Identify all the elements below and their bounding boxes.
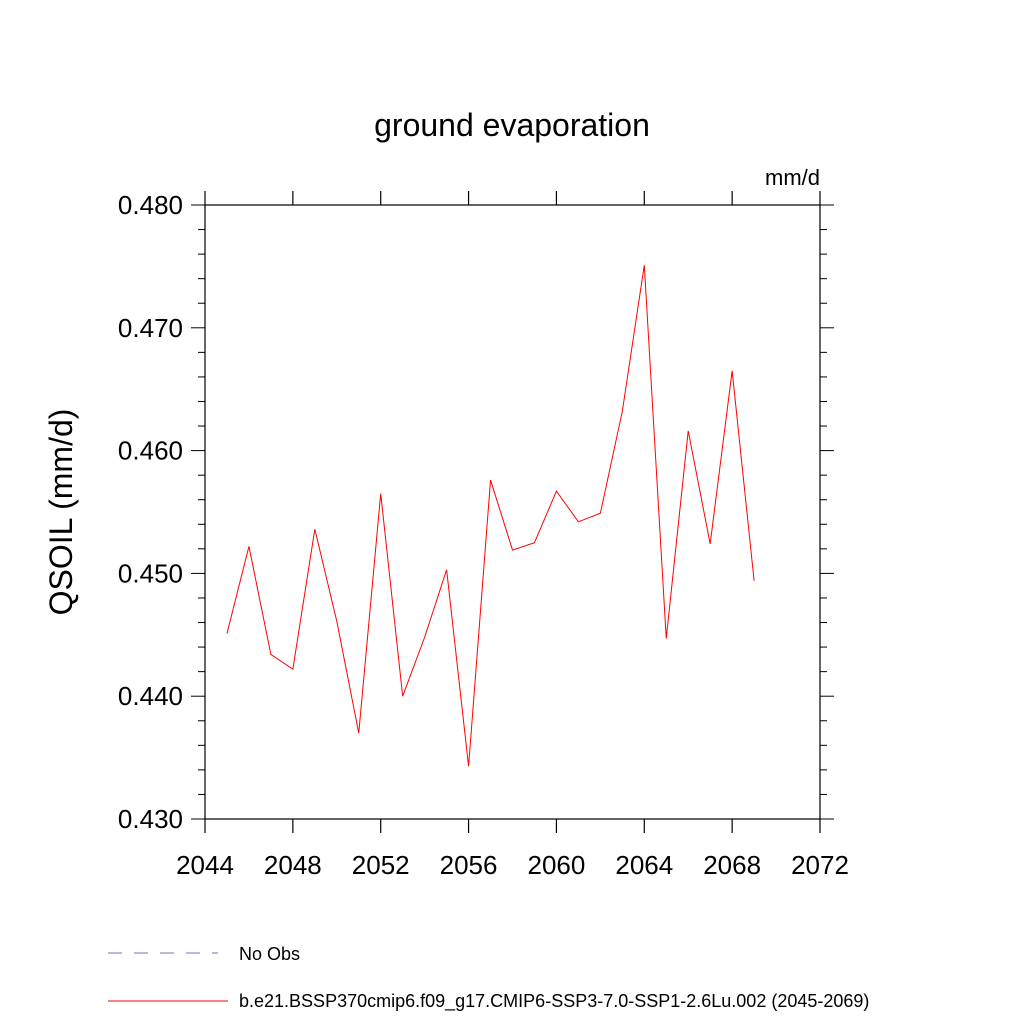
axis-ticks xyxy=(191,191,834,833)
legend-label-no-obs: No Obs xyxy=(239,944,300,964)
x-tick-label: 2044 xyxy=(176,850,234,880)
chart-title: ground evaporation xyxy=(374,107,650,143)
x-tick-label: 2048 xyxy=(264,850,322,880)
x-tick-label: 2068 xyxy=(703,850,761,880)
plot-lines xyxy=(226,265,755,767)
legend: No Obs b.e21.BSSP370cmip6.f09_g17.CMIP6-… xyxy=(108,944,869,1012)
y-tick-label: 0.480 xyxy=(118,190,183,220)
legend-label-model: b.e21.BSSP370cmip6.f09_g17.CMIP6-SSP3-7.… xyxy=(239,991,869,1012)
x-tick-label: 2052 xyxy=(352,850,410,880)
tick-labels: 2044 2048 2052 2056 2060 2064 2068 2072 0.430 0.4… xyxy=(118,190,849,880)
x-tick-label: 2064 xyxy=(615,850,673,880)
y-tick-label: 0.430 xyxy=(118,804,183,834)
units-label: mm/d xyxy=(765,165,820,190)
y-tick-label: 0.450 xyxy=(118,558,183,588)
y-tick-label: 0.440 xyxy=(118,681,183,711)
y-axis-label: QSOIL (mm/d) xyxy=(43,409,79,616)
x-tick-label: 2072 xyxy=(791,850,849,880)
x-tick-label: 2056 xyxy=(440,850,498,880)
plot-frame xyxy=(204,204,821,820)
y-tick-label: 0.470 xyxy=(118,313,183,343)
x-tick-label: 2060 xyxy=(528,850,586,880)
series-line-0 xyxy=(226,265,755,767)
y-tick-label: 0.460 xyxy=(118,436,183,466)
